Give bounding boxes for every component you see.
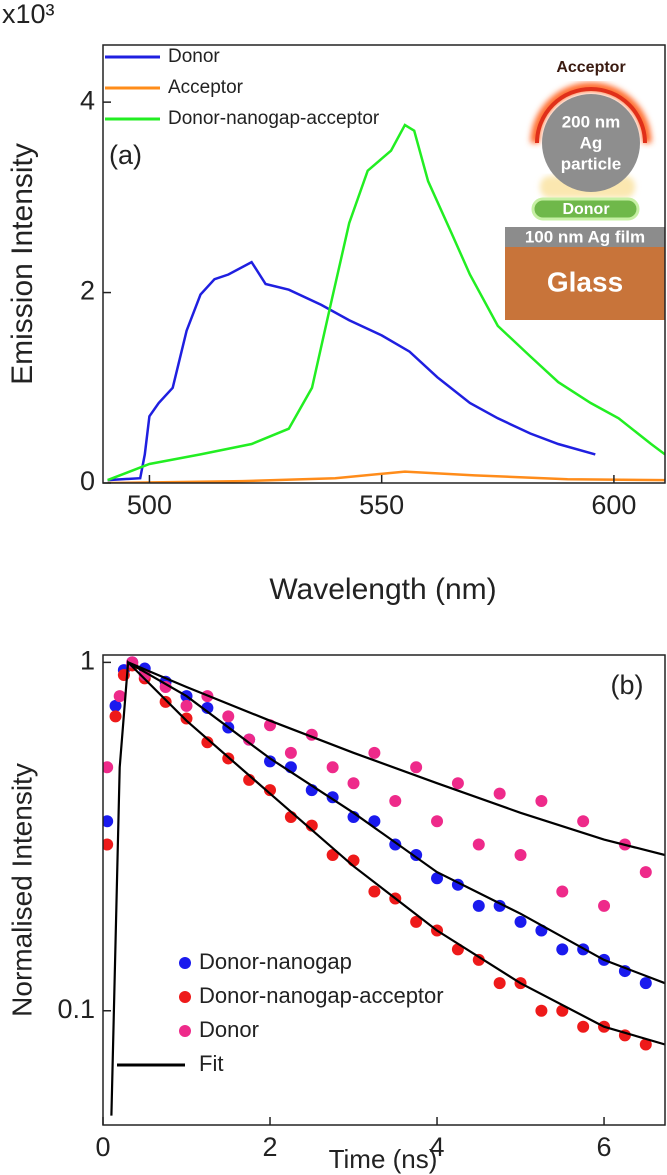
legend-label: Donor: [199, 1017, 259, 1042]
data-point: [109, 710, 122, 723]
y-multiplier: x10³: [2, 0, 55, 29]
data-point: [639, 977, 652, 990]
series-line: [110, 659, 665, 1116]
data-point: [598, 899, 611, 912]
x-tick-label: 550: [359, 490, 404, 520]
data-point: [493, 977, 506, 990]
data-point: [410, 915, 423, 928]
data-point: [535, 1004, 548, 1017]
legend-swatch: [179, 957, 191, 969]
legend-label: Acceptor: [168, 77, 244, 98]
data-point: [159, 695, 172, 708]
x-tick-label: 4: [430, 1132, 445, 1162]
data-point: [431, 872, 444, 885]
data-point: [514, 848, 527, 861]
data-point: [284, 746, 297, 759]
acceptor-shell: [535, 87, 647, 144]
data-point: [472, 899, 485, 912]
data-point: [103, 838, 114, 851]
x-axis-label: Wavelength (nm): [269, 573, 496, 606]
legend-label: Donor-nanogap-acceptor: [168, 108, 380, 129]
data-point: [347, 854, 360, 867]
data-point: [472, 838, 485, 851]
legend-label: Donor: [168, 46, 220, 67]
inset-label: 200 nm: [562, 112, 621, 131]
data-point: [556, 885, 569, 898]
series-line: [107, 123, 665, 482]
data-point: [109, 699, 122, 712]
data-point: [514, 915, 527, 928]
inset-label: Glass: [547, 266, 623, 297]
data-point: [368, 746, 381, 759]
data-point: [243, 733, 256, 746]
data-point: [113, 690, 126, 703]
glass-layer: [505, 247, 665, 320]
series-line: [107, 260, 596, 482]
x-tick-label: 6: [597, 1132, 612, 1162]
data-point: [577, 815, 590, 828]
plot-area: [103, 656, 665, 1116]
data-point: [410, 848, 423, 861]
legend-swatch: [179, 991, 191, 1003]
data-point: [577, 1020, 590, 1033]
data-point: [347, 777, 360, 790]
data-point: [201, 701, 214, 714]
x-axis-label: Time (ns): [329, 1144, 438, 1174]
data-point: [389, 795, 402, 808]
data-point: [222, 710, 235, 723]
data-point: [431, 815, 444, 828]
data-point: [639, 1038, 652, 1051]
legend-label: Fit: [199, 1051, 223, 1076]
data-point: [180, 712, 193, 725]
y-axis-label: Emission Intensity: [6, 143, 39, 385]
panel-label: (a): [109, 140, 142, 170]
inset-label: Donor: [562, 201, 609, 218]
data-point: [451, 777, 464, 790]
data-point: [103, 815, 114, 828]
axes-frame: [102, 654, 666, 1126]
donor-layer: [531, 197, 640, 221]
film-layer: [505, 227, 665, 247]
series-line: [107, 470, 665, 483]
inset-label: particle: [561, 154, 621, 173]
y-tick-label: 0: [80, 466, 95, 496]
data-point: [472, 953, 485, 966]
data-point: [201, 736, 214, 749]
plot-area: [107, 123, 665, 483]
data-point: [264, 784, 277, 797]
inset-label: 100 nm Ag film: [525, 227, 645, 246]
ag-particle: [542, 94, 640, 192]
data-point: [138, 668, 151, 681]
x-tick-label: 0: [95, 1132, 110, 1162]
inset-label: Acceptor: [556, 59, 625, 76]
data-point: [264, 755, 277, 768]
inset-diagram: Acceptor 200 nm Ag particle Donor 100 nm…: [505, 59, 665, 320]
legend-label: Donor-nanogap-acceptor: [199, 983, 444, 1008]
data-point: [326, 761, 339, 774]
data-point: [180, 699, 193, 712]
inset-label: Ag: [580, 133, 603, 152]
panel-label: (b): [611, 670, 644, 700]
y-tick-label: 4: [80, 85, 95, 115]
axes-frame: [102, 44, 666, 484]
data-point: [556, 943, 569, 956]
data-point: [639, 866, 652, 879]
y-tick-label: 2: [80, 276, 95, 306]
y-axis-label: Normalised Intensity: [6, 763, 37, 1017]
data-point: [159, 680, 172, 693]
data-point: [103, 761, 114, 774]
y-tick-label: 1: [80, 646, 95, 676]
data-point: [410, 761, 423, 774]
legend-label: Donor-nanogap: [199, 949, 352, 974]
y-tick-label: 0.1: [57, 994, 95, 1024]
x-tick-label: 600: [591, 490, 636, 520]
legend-swatch: [179, 1025, 191, 1037]
x-tick-label: 2: [262, 1132, 277, 1162]
data-point: [368, 885, 381, 898]
data-point: [535, 795, 548, 808]
data-point: [493, 787, 506, 800]
x-tick-label: 500: [127, 490, 172, 520]
